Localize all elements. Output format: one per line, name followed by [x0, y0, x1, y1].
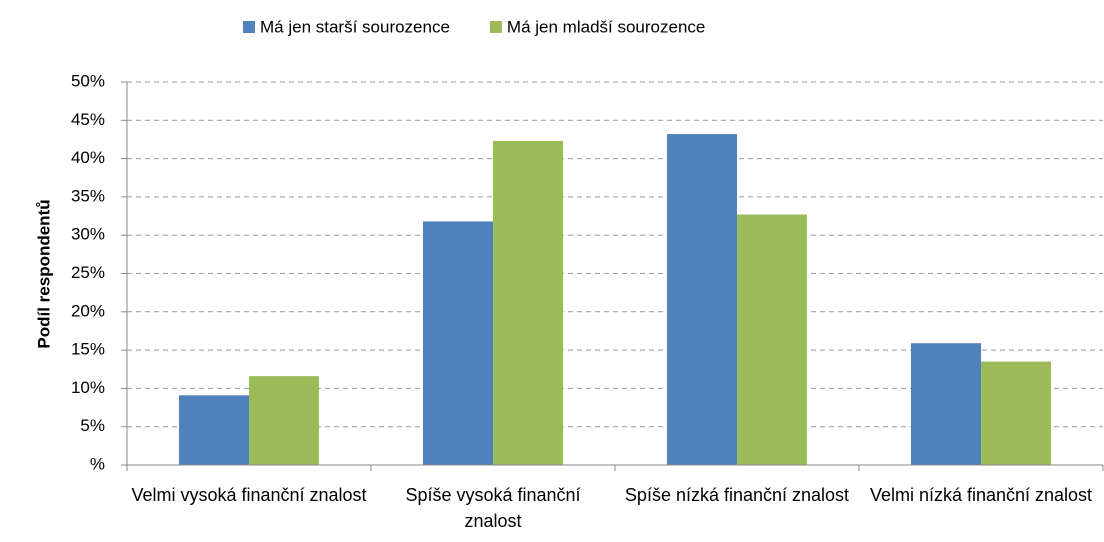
y-tick-label: 25%: [71, 263, 105, 282]
bar: [423, 221, 493, 465]
y-tick-label: 20%: [71, 301, 105, 320]
legend-swatch: [243, 21, 255, 33]
y-tick-label: 35%: [71, 186, 105, 205]
y-tick-label: 40%: [71, 148, 105, 167]
bar: [737, 214, 807, 465]
y-tick-label: 45%: [71, 110, 105, 129]
bar: [493, 140, 563, 465]
bar: [911, 343, 981, 465]
legend-label: Má jen mladší sourozence: [507, 17, 705, 36]
y-tick-label: %: [90, 454, 105, 473]
y-axis-label: Podíl respondentů: [34, 199, 53, 348]
y-tick-label: 10%: [71, 378, 105, 397]
legend-swatch: [489, 21, 502, 33]
y-tick-label: 30%: [71, 225, 105, 244]
bar: [249, 376, 319, 465]
bar: [981, 361, 1051, 465]
legend-label: Má jen starší sourozence: [260, 17, 450, 36]
x-tick-label: Velmi nízká finanční znalost: [869, 485, 1093, 505]
y-tick-label: 50%: [71, 71, 105, 90]
y-tick-label: 15%: [71, 340, 105, 359]
bar: [667, 134, 737, 465]
x-tick-label: Velmi vysoká finanční znalost: [131, 485, 367, 505]
y-tick-label: 5%: [80, 416, 105, 435]
x-tick-label: Spíše vysoká finanční znalost: [405, 485, 581, 531]
bar: [179, 395, 249, 465]
x-tick-label: Spíše nízká finanční znalost: [624, 485, 850, 505]
